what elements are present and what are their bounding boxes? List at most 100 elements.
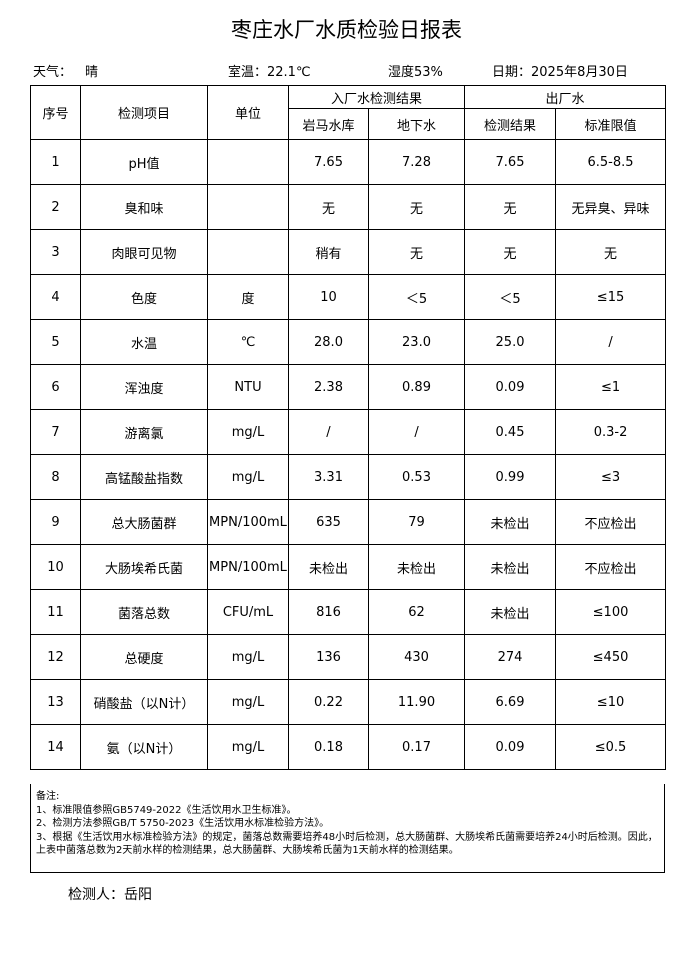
- subcolumn-header: 岩马水库: [288, 108, 369, 140]
- cell: 0.45: [464, 409, 557, 455]
- cell: 未检出: [367, 544, 466, 590]
- date: 日期：2025年8月30日: [492, 65, 628, 80]
- cell: [207, 184, 289, 230]
- cell: 无: [367, 229, 466, 275]
- cell: ＜5: [464, 274, 557, 320]
- cell: CFU/mL: [207, 589, 289, 635]
- cell: 25.0: [464, 319, 557, 365]
- subcolumn-header: 标准限值: [555, 108, 667, 140]
- cell: mg/L: [207, 409, 289, 455]
- cell: 无: [464, 229, 557, 275]
- cell: 5: [30, 319, 81, 365]
- cell: 0.09: [464, 724, 557, 770]
- data-row: 10 大肠埃希氏菌 MPN/100mL 未检出 未检出 未检出 不应检出: [30, 544, 667, 590]
- cell: 未检出: [288, 544, 369, 590]
- cell: mg/L: [207, 454, 289, 500]
- weather-label: 天气：: [33, 65, 73, 80]
- cell: 总硬度: [80, 634, 208, 680]
- cell: 稍有: [288, 229, 369, 275]
- header-row: 序号 检测项目 单位 入厂水检测结果 出厂水: [30, 85, 667, 140]
- cell: 0.18: [288, 724, 369, 770]
- cell: 9: [30, 499, 81, 545]
- data-row: 3 肉眼可见物 稍有无无无: [30, 229, 667, 275]
- cell: 62: [367, 589, 466, 635]
- cell: 不应检出: [555, 544, 667, 590]
- cell: mg/L: [207, 634, 289, 680]
- cell: 6: [30, 364, 81, 410]
- cell: 1: [30, 139, 81, 185]
- cell: 0.09: [464, 364, 557, 410]
- note-line: 3、根据《生活饮用水标准检验方法》的规定，菌落总数需要培养48小时后检测，总大肠…: [36, 831, 658, 857]
- cell: 总大肠菌群: [80, 499, 208, 545]
- group-header: 入厂水检测结果: [287, 85, 466, 109]
- cell: 14: [30, 724, 81, 770]
- cell: MPN/100mL: [207, 499, 289, 545]
- cell: 未检出: [464, 544, 557, 590]
- title: 枣庄水厂水质检验日报表: [231, 18, 462, 42]
- cell: 无异臭、异味: [555, 184, 667, 230]
- data-row: 14 氨（以N计） mg/L 0.18 0.17 0.09 ≤0.5: [30, 724, 667, 770]
- header-row: 岩马水库 地下水 检测结果 标准限值: [31, 108, 667, 140]
- cell: 大肠埃希氏菌: [80, 544, 208, 590]
- cell: MPN/100mL: [207, 544, 289, 590]
- cell: 菌落总数: [80, 589, 208, 635]
- cell: 11: [30, 589, 81, 635]
- cell: 12: [30, 634, 81, 680]
- report-table: 序号 检测项目 单位 入厂水检测结果 出厂水 岩马水库 地下水 检测结果 标准限值 1 pH值 7.6…: [30, 85, 667, 770]
- column-header: 序号: [30, 85, 81, 140]
- cell: 3: [30, 229, 81, 275]
- column-header: 单位: [207, 85, 289, 140]
- data-row: 11 菌落总数 CFU/mL 816 62 未检出 ≤100: [30, 589, 667, 635]
- cell: 0.3-2: [555, 409, 667, 455]
- cell: 2.38: [288, 364, 369, 410]
- cell: 10: [288, 274, 369, 320]
- group-header: 出厂水: [464, 85, 667, 109]
- cell: 13: [30, 679, 81, 725]
- cell: 2: [30, 184, 81, 230]
- cell: 79: [367, 499, 466, 545]
- cell: 高锰酸盐指数: [80, 454, 208, 500]
- cell: 136: [288, 634, 369, 680]
- cell: 浑浊度: [80, 364, 208, 410]
- cell: 23.0: [367, 319, 466, 365]
- cell: ≤3: [555, 454, 667, 500]
- cell: 635: [288, 499, 369, 545]
- cell: pH值: [80, 139, 208, 185]
- cell: 0.99: [464, 454, 557, 500]
- cell: 肉眼可见物: [80, 229, 208, 275]
- cell: 0.89: [367, 364, 466, 410]
- cell: /: [555, 319, 667, 365]
- cell: 8: [30, 454, 81, 500]
- cell: 6.69: [464, 679, 557, 725]
- subcolumn-header: 检测结果: [464, 108, 557, 140]
- weather: 晴: [85, 65, 99, 80]
- cell: 度: [207, 274, 289, 320]
- data-row: 4 色度度 10 ＜5 ＜5 ≤15: [30, 274, 667, 320]
- cell: 不应检出: [555, 499, 667, 545]
- cell: 0.17: [367, 724, 466, 770]
- subcolumn-header: 地下水: [367, 108, 466, 140]
- cell: 硝酸盐（以N计）: [80, 679, 208, 725]
- cell: 无: [288, 184, 369, 230]
- cell: 4: [30, 274, 81, 320]
- cell: 0.22: [288, 679, 369, 725]
- cell: mg/L: [207, 679, 289, 725]
- inspector: 检测人：岳阳: [68, 887, 152, 903]
- notes-title: 备注:: [36, 791, 60, 802]
- cell: 274: [464, 634, 557, 680]
- data-row: 13 硝酸盐（以N计） mg/L 0.22 11.90 6.69 ≤10: [30, 679, 667, 725]
- cell: ≤100: [555, 589, 667, 635]
- humidity: 湿度53%: [388, 65, 443, 80]
- cell: 3.31: [288, 454, 369, 500]
- cell: 816: [288, 589, 369, 635]
- cell: 11.90: [367, 679, 466, 725]
- cell: [207, 139, 289, 185]
- cell: /: [367, 409, 466, 455]
- cell: ＜5: [367, 274, 466, 320]
- note-line: 1、标准限值参照GB5749-2022《生活饮用水卫生标准》。: [36, 804, 297, 816]
- cell: /: [288, 409, 369, 455]
- cell: 6.5-8.5: [555, 139, 667, 185]
- temperature: 室温：22.1℃: [228, 65, 311, 80]
- cell: ≤15: [555, 274, 667, 320]
- data-row: 8 高锰酸盐指数 mg/L 3.31 0.53 0.99 ≤3: [30, 454, 667, 500]
